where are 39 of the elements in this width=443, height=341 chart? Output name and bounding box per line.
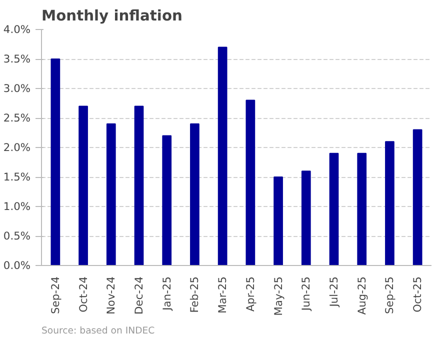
- bar: [190, 123, 200, 266]
- y-tick-label: 0.0%: [3, 259, 31, 272]
- x-tick-label: Aug-25: [355, 276, 368, 315]
- bar: [78, 106, 88, 266]
- x-tick-label: Oct-24: [76, 276, 90, 312]
- y-tick-label: 1.0%: [3, 200, 31, 213]
- bar: [246, 100, 256, 266]
- bar: [218, 46, 228, 266]
- x-tick-label: Apr-25: [244, 276, 257, 312]
- x-tick-label: Oct-25: [411, 276, 424, 312]
- y-tick-label: 2.5%: [3, 112, 31, 124]
- bar: [162, 135, 172, 266]
- x-tick-label: Dec-24: [132, 276, 146, 315]
- bar: [50, 58, 60, 266]
- x-tick-label: Jan-25: [160, 276, 174, 312]
- bar: [274, 176, 283, 266]
- y-tick-label: 3.0%: [3, 82, 31, 95]
- x-tick-label: Jun-25: [300, 276, 313, 312]
- bar: [134, 106, 144, 266]
- x-tick-label: Sep-24: [48, 276, 62, 314]
- y-tick-label: 0.5%: [3, 230, 31, 242]
- source-note: Source: based on INDEC: [42, 326, 155, 336]
- x-tick-label: Jul-25: [328, 276, 340, 308]
- chart-title: Monthly inflation: [42, 8, 182, 24]
- x-tick-label: Mar-25: [216, 276, 230, 314]
- bar: [301, 170, 311, 266]
- bar: [412, 129, 422, 266]
- y-tick-label: 4.0%: [3, 23, 31, 36]
- x-tick-label: Nov-24: [104, 276, 118, 314]
- bar: [329, 152, 339, 266]
- x-tick-label: May-25: [272, 276, 285, 316]
- y-tick-label: 2.0%: [3, 141, 31, 154]
- x-tick-label: Feb-25: [188, 276, 202, 313]
- bar: [385, 141, 394, 266]
- y-tick-label: 1.5%: [3, 170, 31, 184]
- bar: [106, 123, 116, 266]
- bar: [357, 152, 367, 266]
- y-tick-label: 3.5%: [3, 52, 31, 66]
- x-tick-label: Sep-25: [383, 276, 396, 314]
